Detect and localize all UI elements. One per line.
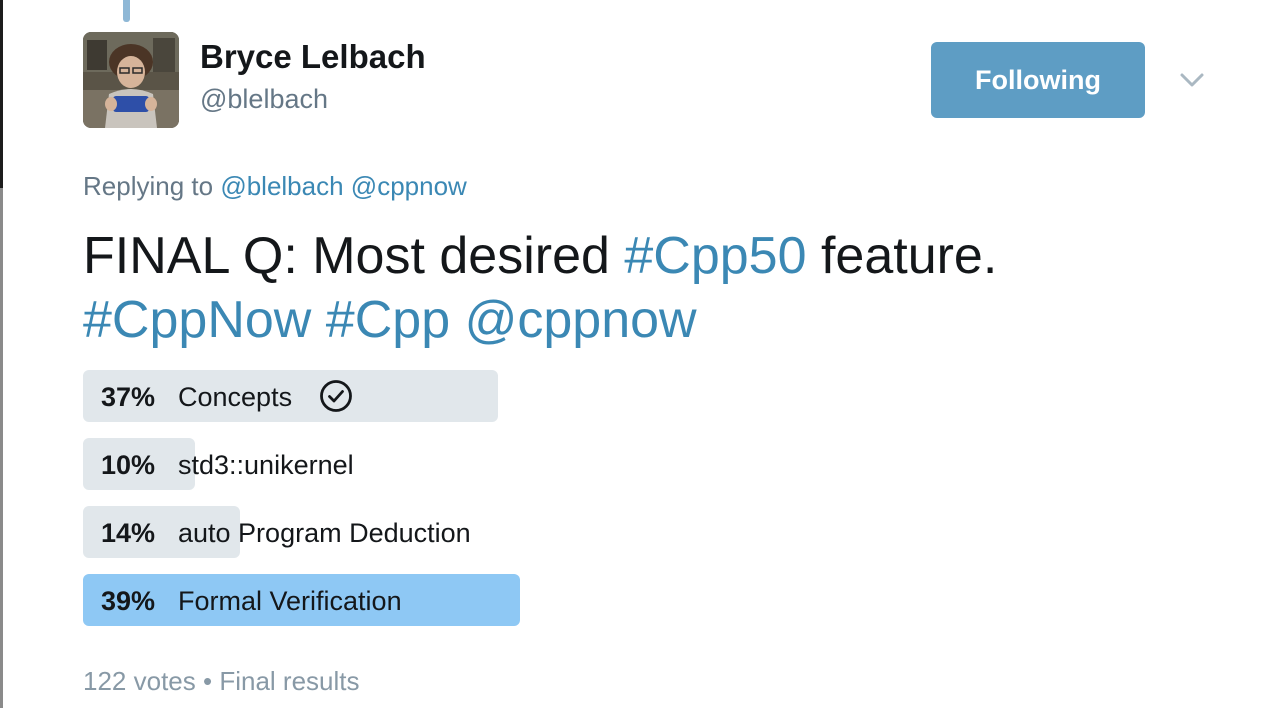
following-button[interactable]: Following [931,42,1145,118]
reply-mention-blelbach[interactable]: @blelbach [220,171,344,201]
check-circle-icon [319,379,353,413]
tweet-text-part: feature. [806,227,998,285]
avatar-photo [83,32,179,128]
avatar[interactable] [83,32,179,128]
author-handle[interactable]: @blelbach [200,84,328,114]
tweet-text-part: FINAL Q: Most desired [83,227,625,285]
poll-choice-winner: 39% Formal Verification [83,574,1233,626]
reply-mention-cppnow[interactable]: @cppnow [350,171,467,201]
chevron-down-icon[interactable] [1176,64,1208,96]
reply-prefix: Replying to [83,171,214,201]
poll-choice: 37% Concepts [83,370,1233,422]
window-edge-lower [0,188,3,708]
hashtag-cpp[interactable]: #Cpp [325,291,451,349]
poll-status: Final results [219,666,360,696]
poll-choice: 10% std3::unikernel [83,438,1233,490]
poll-bar [83,438,195,490]
thread-connector-line [123,0,130,22]
poll-percent: 14% [101,518,156,548]
poll-label: auto Program Deduction [178,518,471,548]
poll-bar-winner [83,574,520,626]
poll-percent: 10% [101,450,156,480]
poll-bar [83,370,498,422]
poll-footer: 122 votes • Final results [83,666,359,697]
poll-label: std3::unikernel [178,450,354,480]
poll-label: Concepts [178,382,293,412]
poll-separator: • [202,666,213,696]
hashtag-cpp50[interactable]: #Cpp50 [624,227,807,285]
reply-context: Replying to @blelbach @cppnow [83,171,467,202]
poll-label: Formal Verification [178,586,402,616]
hashtag-cppnow[interactable]: #CppNow [83,291,312,349]
poll-vote-count: 122 votes [83,666,196,696]
poll-percent: 39% [101,586,156,616]
poll-percent: 37% [101,382,156,412]
tweet-text: FINAL Q: Most desired #Cpp50 feature. #C… [83,224,1233,352]
author-name[interactable]: Bryce Lelbach [200,38,426,75]
mention-cppnow[interactable]: @cppnow [464,291,697,349]
poll-bar [83,506,240,558]
poll-choice: 14% auto Program Deduction [83,506,1233,558]
